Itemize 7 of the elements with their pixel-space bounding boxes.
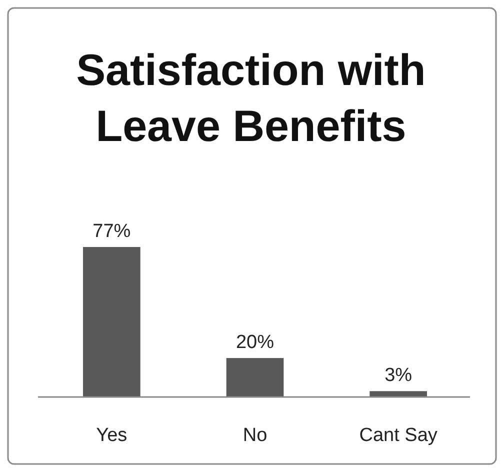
data-label: 20% [236,332,274,354]
x-tick-label: Cant Say [359,425,438,446]
data-label: 77% [92,221,131,242]
chart-title: Satisfaction with Leave Benefits [76,46,426,151]
x-tick-label: Yes [96,425,128,446]
data-label: 3% [384,365,412,386]
x-tick-label: No [242,425,268,446]
